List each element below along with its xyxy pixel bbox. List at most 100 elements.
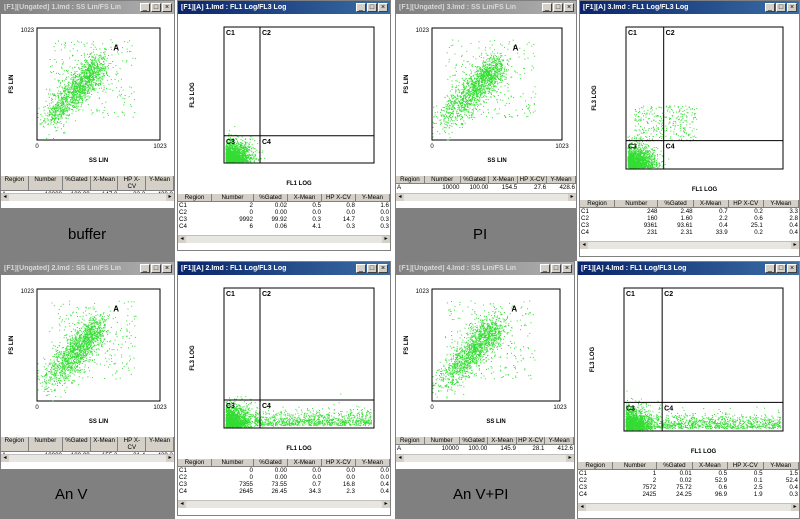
- maximize-button[interactable]: □: [553, 3, 563, 12]
- table-row[interactable]: C4 6 0.06 4.1 0.3 0.3: [178, 223, 390, 230]
- table-row[interactable]: C1 2 0.02 0.5 0.8 1.6: [178, 202, 390, 209]
- data-point: [461, 110, 462, 112]
- minimize-button[interactable]: _: [356, 3, 366, 12]
- table-cell: 9992: [239, 216, 253, 223]
- column-header[interactable]: Region: [396, 176, 425, 183]
- data-point: [486, 77, 488, 78]
- data-point: [234, 134, 236, 136]
- minimize-button[interactable]: _: [542, 3, 552, 12]
- data-point: [488, 72, 490, 74]
- minimize-button[interactable]: _: [765, 3, 775, 12]
- data-point: [492, 81, 494, 83]
- column-header[interactable]: Number: [29, 176, 63, 190]
- data-point: [480, 90, 482, 92]
- scroll-right-icon[interactable]: ▸: [166, 194, 174, 201]
- data-point: [230, 145, 232, 147]
- cytometry-window[interactable]: [F1][A] 3.lmd : FL1 Log/FL3 Log _ □ × C1 C2 C3…: [579, 0, 800, 257]
- data-point: [133, 91, 135, 93]
- data-point: [95, 57, 97, 59]
- data-point: [75, 105, 77, 107]
- maximize-button[interactable]: □: [367, 3, 377, 12]
- data-point: [483, 85, 485, 87]
- data-point: [508, 43, 510, 45]
- scroll-left-icon[interactable]: ◂: [178, 236, 186, 243]
- minimize-button[interactable]: _: [140, 3, 150, 12]
- data-point: [57, 107, 59, 109]
- scroll-right-icon[interactable]: ▸: [382, 236, 390, 243]
- data-point: [487, 71, 489, 73]
- data-point: [84, 80, 86, 82]
- column-header[interactable]: Y-Mean: [146, 176, 174, 190]
- data-point: [227, 148, 229, 150]
- data-point: [87, 92, 89, 94]
- data-point: [103, 85, 105, 87]
- cytometry-window[interactable]: [F1][Ungated] 3.lmd : SS Lin/FS Lin _ □ × A 1…: [395, 0, 577, 209]
- maximize-button[interactable]: □: [151, 3, 161, 12]
- table-row[interactable]: A 10000 100.00 154.5 27.6 428.6: [396, 184, 576, 191]
- data-point: [98, 73, 100, 75]
- column-header[interactable]: Region: [178, 194, 212, 201]
- cytometry-window[interactable]: [F1][A] 1.lmd : FL1 Log/FL3 Log _ □ × C1 C2 C3…: [177, 0, 391, 251]
- column-header[interactable]: Number: [425, 176, 461, 183]
- data-point: [50, 107, 52, 109]
- maximize-button[interactable]: □: [776, 3, 786, 12]
- column-header[interactable]: HP X-CV: [322, 194, 356, 201]
- column-header[interactable]: X-Mean: [288, 194, 322, 201]
- data-point: [242, 145, 244, 147]
- column-header[interactable]: Region: [1, 176, 29, 190]
- data-point: [477, 99, 479, 101]
- close-button[interactable]: ×: [162, 3, 172, 12]
- column-header[interactable]: HP X-CV: [118, 176, 147, 190]
- horizontal-scrollbar[interactable]: ◂ ▸: [396, 193, 576, 201]
- data-point: [64, 47, 66, 49]
- data-point: [249, 157, 251, 159]
- data-point: [478, 47, 480, 49]
- column-header[interactable]: Number: [212, 194, 254, 201]
- horizontal-scrollbar[interactable]: ◂ ▸: [1, 193, 174, 201]
- data-point: [65, 121, 67, 123]
- column-header[interactable]: X-Mean: [91, 176, 119, 190]
- data-point: [82, 91, 83, 93]
- data-point: [238, 151, 240, 153]
- data-point: [473, 90, 475, 92]
- close-button[interactable]: ×: [787, 3, 797, 12]
- close-button[interactable]: ×: [378, 3, 388, 12]
- data-point: [118, 80, 120, 82]
- data-point: [92, 112, 94, 114]
- data-point: [75, 103, 77, 105]
- data-point: [81, 85, 83, 87]
- scroll-left-icon[interactable]: ◂: [396, 194, 404, 201]
- table-row[interactable]: C2 0 0.00 0.0 0.0 0.0: [178, 209, 390, 216]
- data-point: [76, 96, 78, 98]
- data-point: [524, 100, 526, 102]
- scroll-right-icon[interactable]: ▸: [568, 194, 576, 201]
- window-titlebar[interactable]: [F1][A] 1.lmd : FL1 Log/FL3 Log _ □ ×: [178, 1, 390, 14]
- horizontal-scrollbar[interactable]: ◂ ▸: [178, 235, 390, 243]
- data-point: [492, 69, 494, 71]
- data-point: [70, 87, 72, 89]
- close-button[interactable]: ×: [564, 3, 574, 12]
- column-header[interactable]: %Gated: [461, 176, 490, 183]
- cytometry-window[interactable]: [F1][Ungated] 1.lmd : SS Lin/FS Lin _ □ × A 1…: [0, 0, 175, 209]
- data-point: [527, 108, 529, 110]
- column-header[interactable]: %Gated: [63, 176, 91, 190]
- data-point: [75, 81, 76, 83]
- data-point: [124, 41, 126, 43]
- data-point: [77, 109, 79, 111]
- data-point: [92, 86, 94, 88]
- column-header[interactable]: Y-Mean: [356, 194, 390, 201]
- data-point: [260, 158, 262, 160]
- column-header[interactable]: %Gated: [254, 194, 288, 201]
- column-header[interactable]: HP X-CV: [518, 176, 548, 183]
- window-titlebar[interactable]: [F1][A] 3.lmd : FL1 Log/FL3 Log _ □ ×: [580, 1, 799, 14]
- scroll-left-icon[interactable]: ◂: [1, 194, 9, 201]
- window-titlebar[interactable]: [F1][Ungated] 1.lmd : SS Lin/FS Lin _ □ ×: [1, 1, 174, 14]
- data-point: [497, 69, 499, 71]
- data-point: [245, 156, 246, 158]
- window-titlebar[interactable]: [F1][Ungated] 3.lmd : SS Lin/FS Lin _ □ ×: [396, 1, 576, 14]
- data-point: [241, 159, 243, 161]
- table-row[interactable]: C3 9992 99.92 0.3 14.7 0.3: [178, 216, 390, 223]
- data-point: [72, 102, 74, 104]
- column-header[interactable]: Y-Mean: [547, 176, 576, 183]
- column-header[interactable]: X-Mean: [489, 176, 519, 183]
